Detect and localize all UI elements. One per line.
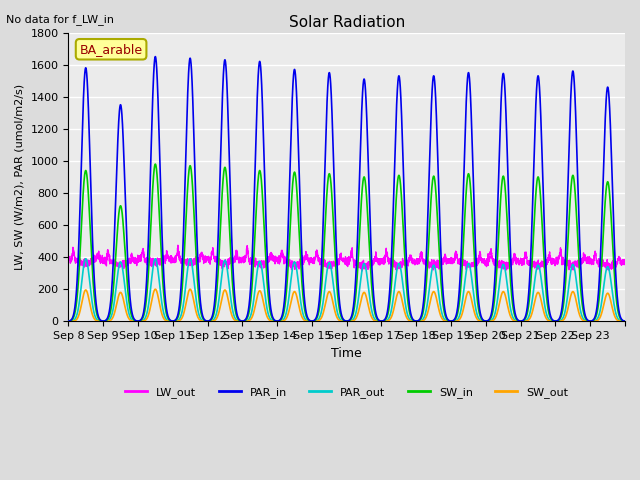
- Y-axis label: LW, SW (W/m2), PAR (umol/m2/s): LW, SW (W/m2), PAR (umol/m2/s): [15, 84, 25, 270]
- Text: No data for f_LW_in: No data for f_LW_in: [6, 14, 115, 25]
- X-axis label: Time: Time: [332, 347, 362, 360]
- Legend: LW_out, PAR_in, PAR_out, SW_in, SW_out: LW_out, PAR_in, PAR_out, SW_in, SW_out: [121, 383, 573, 402]
- Text: BA_arable: BA_arable: [79, 43, 143, 56]
- Title: Solar Radiation: Solar Radiation: [289, 15, 405, 30]
